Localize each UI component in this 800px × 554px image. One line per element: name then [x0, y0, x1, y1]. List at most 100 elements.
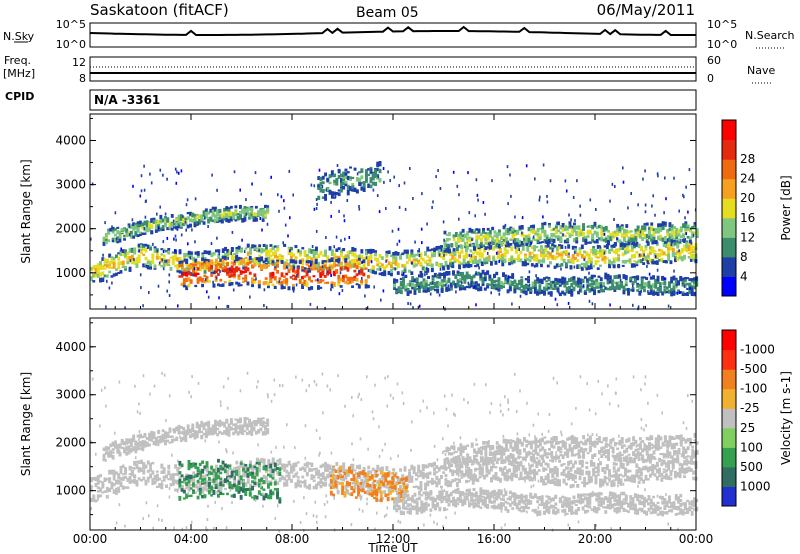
- range-time-cell: [367, 183, 371, 188]
- range-time-cell: [314, 267, 318, 270]
- range-time-cell: [287, 262, 291, 267]
- range-time-cell: [385, 259, 387, 263]
- range-time-cell: [483, 287, 487, 291]
- range-time-cell: [234, 219, 238, 222]
- range-time-cell: [412, 263, 416, 268]
- range-time-cell: [580, 463, 584, 468]
- range-time-cell: [287, 268, 291, 274]
- range-time-cell: [362, 257, 366, 262]
- range-time-cell: [186, 216, 190, 219]
- range-time-cell: [249, 295, 251, 299]
- range-time-cell: [335, 264, 339, 267]
- range-time-cell: [670, 230, 674, 235]
- range-time-cell: [110, 266, 114, 269]
- range-time-cell: [470, 277, 474, 281]
- range-time-cell: [255, 457, 259, 463]
- range-time-cell: [223, 269, 227, 273]
- range-time-cell: [237, 260, 241, 266]
- range-time-cell: [244, 482, 248, 487]
- range-time-cell: [554, 297, 557, 301]
- range-time-cell: [280, 475, 284, 479]
- range-time-cell: [305, 462, 309, 468]
- range-time-cell: [298, 278, 302, 284]
- range-time-cell: [328, 265, 332, 271]
- range-time-cell: [519, 473, 523, 479]
- range-time-cell: [198, 221, 201, 225]
- range-time-cell: [260, 264, 264, 270]
- range-time-cell: [415, 473, 418, 477]
- range-time-cell: [471, 460, 475, 463]
- range-time-cell: [185, 285, 189, 291]
- range-time-cell: [149, 262, 152, 267]
- range-time-cell: [588, 241, 592, 244]
- range-time-cell: [643, 228, 647, 232]
- range-time-cell: [274, 250, 277, 255]
- range-time-cell: [427, 290, 430, 293]
- range-time-cell: [507, 232, 510, 235]
- range-time-cell: [456, 281, 460, 287]
- range-time-cell: [579, 278, 583, 281]
- range-time-cell: [230, 251, 233, 255]
- range-time-cell: [126, 251, 130, 255]
- range-time-cell: [237, 256, 241, 261]
- range-time-cell: [176, 480, 180, 485]
- range-time-cell: [536, 291, 540, 296]
- range-time-cell: [164, 259, 166, 263]
- range-time-cell: [493, 280, 496, 284]
- range-time-cell: [611, 282, 615, 285]
- range-time-cell: [533, 247, 536, 252]
- range-time-cell: [679, 235, 683, 239]
- range-time-cell: [592, 249, 596, 254]
- range-time-cell: [541, 224, 545, 230]
- range-time-cell: [681, 292, 685, 296]
- range-time-cell: [99, 261, 102, 266]
- range-time-cell: [192, 471, 196, 475]
- range-time-cell: [401, 488, 405, 492]
- range-time-cell: [543, 221, 547, 226]
- range-time-cell: [410, 464, 414, 470]
- range-time-cell: [447, 277, 451, 282]
- range-time-cell: [586, 286, 590, 291]
- range-time-cell: [548, 238, 551, 244]
- range-time-cell: [92, 494, 96, 498]
- range-time-cell: [237, 282, 241, 287]
- range-time-cell: [96, 263, 100, 268]
- range-time-cell: [153, 246, 157, 249]
- range-time-cell: [230, 282, 234, 286]
- y-tick-label: 4000: [55, 133, 86, 147]
- range-time-cell: [601, 467, 605, 472]
- range-time-cell: [578, 251, 582, 256]
- range-time-cell: [654, 255, 657, 259]
- range-time-cell: [616, 231, 620, 236]
- range-time-cell: [535, 464, 539, 468]
- range-time-cell: [176, 270, 180, 273]
- range-time-cell: [575, 240, 579, 244]
- range-time-cell: [650, 234, 654, 239]
- range-time-cell: [262, 458, 266, 461]
- range-time-cell: [424, 267, 427, 272]
- range-time-cell: [158, 485, 162, 488]
- range-time-cell: [333, 173, 337, 178]
- range-time-cell: [212, 261, 216, 266]
- range-time-cell: [137, 243, 141, 247]
- range-time-cell: [335, 192, 339, 195]
- range-time-cell: [251, 282, 254, 288]
- range-time-cell: [253, 278, 257, 281]
- range-time-cell: [659, 228, 663, 232]
- range-time-cell: [449, 483, 452, 487]
- range-time-cell: [624, 259, 627, 264]
- range-time-cell: [563, 234, 567, 237]
- range-time-cell: [540, 462, 543, 467]
- range-time-cell: [144, 215, 147, 219]
- range-time-cell: [114, 233, 117, 237]
- range-time-cell: [547, 278, 551, 282]
- range-time-cell: [205, 468, 209, 473]
- range-time-cell: [475, 235, 479, 240]
- range-time-cell: [378, 272, 382, 276]
- range-time-cell: [604, 286, 607, 290]
- range-time-cell: [555, 245, 559, 251]
- range-time-cell: [537, 249, 541, 252]
- range-time-cell: [580, 266, 584, 271]
- range-time-cell: [566, 225, 570, 231]
- range-time-cell: [337, 189, 341, 192]
